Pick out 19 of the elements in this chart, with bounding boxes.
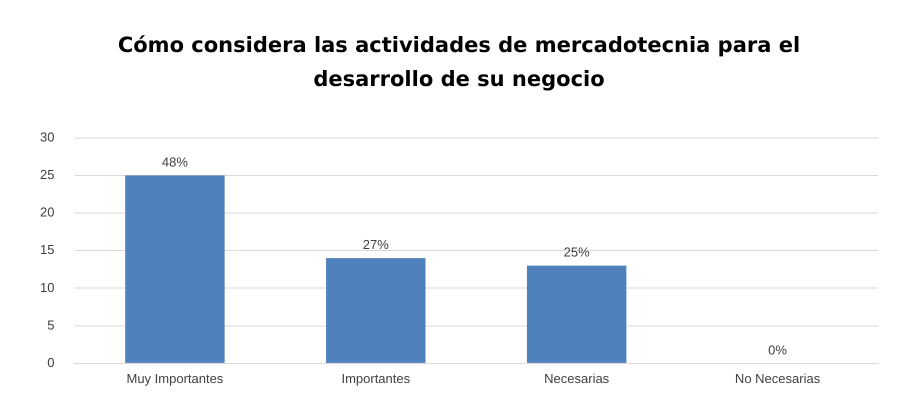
chart-title: Cómo considera las actividades de mercadotecnia para el desarrollo de su negocio [116, 32, 802, 93]
x-tick-label: Muy Importantes [126, 370, 224, 386]
x-tick-label: Importantes [341, 370, 411, 386]
bar [326, 258, 426, 363]
bar [125, 175, 225, 363]
annotation: 48% [162, 154, 188, 170]
y-tick-label: 0 [47, 354, 54, 370]
x-tick-label: No Necesarias [734, 370, 821, 386]
bar [526, 266, 626, 363]
y-tick-label: 25 [40, 166, 54, 182]
y-tick-label: 10 [40, 280, 54, 295]
annotation: 0% [768, 342, 788, 358]
annotation: 25% [564, 244, 590, 260]
y-tick-label: 20 [40, 204, 54, 220]
y-tick-label: 30 [40, 129, 54, 144]
y-tick-label: 15 [40, 242, 54, 258]
y-tick-label: 5 [47, 317, 54, 332]
x-tick-label: Necesarias [544, 370, 610, 386]
annotation: 27% [362, 237, 390, 252]
